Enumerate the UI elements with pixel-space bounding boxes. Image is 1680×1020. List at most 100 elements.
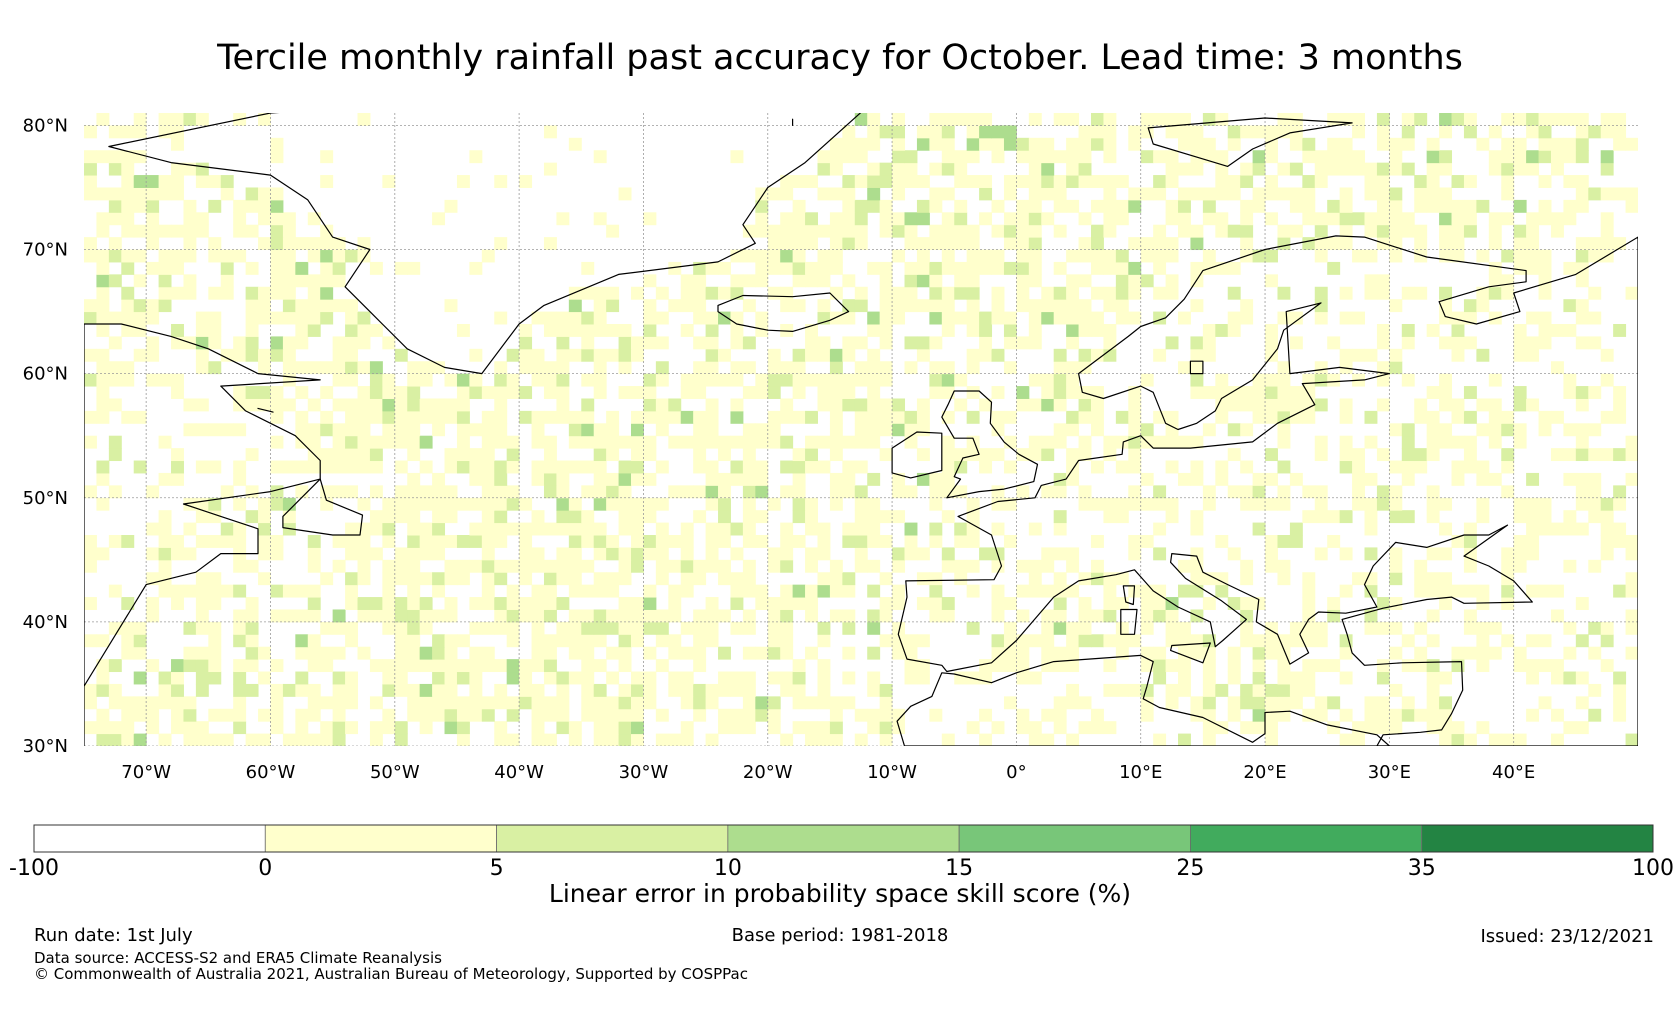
skill-cell <box>879 373 893 387</box>
skill-cell <box>1575 274 1589 288</box>
skill-cell <box>1376 224 1390 238</box>
skill-cell <box>1588 336 1602 350</box>
skill-cell <box>792 721 806 735</box>
skill-cell <box>382 572 396 586</box>
skill-cell <box>133 324 147 337</box>
skill-cell <box>1078 398 1092 412</box>
skill-cell <box>1153 348 1167 362</box>
skill-cell <box>1202 659 1216 673</box>
skill-cell <box>581 348 595 362</box>
skill-cell <box>1041 559 1055 573</box>
skill-cell <box>1451 237 1465 251</box>
skill-cell <box>1501 286 1515 300</box>
skill-cell <box>966 448 980 462</box>
skill-cell <box>382 659 396 673</box>
skill-cell <box>220 485 234 499</box>
skill-cell <box>494 237 508 251</box>
skill-cell <box>643 646 657 660</box>
skill-cell <box>1613 187 1627 201</box>
skill-cell <box>1090 708 1104 722</box>
skill-cell <box>543 584 557 598</box>
skill-cell <box>1128 410 1142 424</box>
skill-cell <box>195 423 209 437</box>
skill-cell <box>1240 621 1254 635</box>
skill-cell <box>593 733 607 746</box>
skill-cell <box>1439 224 1453 238</box>
skill-cell <box>1476 497 1490 511</box>
skill-cell <box>1215 175 1229 188</box>
skill-cell <box>718 572 731 586</box>
skill-cell <box>593 522 607 536</box>
skill-cell <box>432 708 446 722</box>
skill-cell <box>1028 199 1042 213</box>
skill-cell <box>805 733 818 746</box>
skill-cell <box>941 733 955 746</box>
skill-cell <box>1389 299 1403 313</box>
skill-cell <box>494 398 508 412</box>
skill-cell <box>979 311 993 325</box>
skill-cell <box>867 261 881 275</box>
skill-cell <box>854 237 868 251</box>
skill-cell <box>705 485 719 499</box>
skill-cell <box>1016 671 1030 685</box>
skill-cell <box>233 634 247 648</box>
skill-cell <box>730 597 744 610</box>
skill-cell <box>506 708 520 722</box>
skill-cell <box>432 609 446 623</box>
skill-cell <box>270 485 284 499</box>
skill-cell <box>1252 646 1266 660</box>
skill-cell <box>1575 299 1589 313</box>
skill-cell <box>979 137 993 151</box>
skill-cell <box>705 423 719 437</box>
skill-cell <box>929 572 943 586</box>
skill-cell <box>668 597 682 610</box>
skill-cell <box>780 410 794 424</box>
skill-cell <box>742 609 756 623</box>
skill-cell <box>258 237 271 251</box>
skill-cell <box>718 311 731 325</box>
skill-cell <box>419 535 433 548</box>
skill-cell <box>1066 113 1080 126</box>
skill-cell <box>742 336 756 350</box>
skill-cell <box>705 522 719 536</box>
skill-cell <box>158 683 172 697</box>
skill-cell <box>158 261 172 275</box>
colorbar-segment <box>33 824 266 853</box>
skill-cell <box>233 683 247 697</box>
skill-cell <box>1115 212 1129 226</box>
skill-cell <box>593 535 607 548</box>
skill-cell <box>1613 410 1627 424</box>
skill-cell <box>195 597 209 610</box>
skill-cell <box>345 348 359 362</box>
skill-cell <box>183 646 197 660</box>
skill-cell <box>916 125 930 139</box>
skill-cell <box>220 535 234 548</box>
skill-cell <box>394 659 408 673</box>
skill-cell <box>307 683 321 697</box>
skill-cell <box>1451 721 1465 735</box>
skill-cell <box>1103 497 1117 511</box>
skill-cell <box>1103 634 1117 648</box>
skill-cell <box>1128 547 1142 561</box>
skill-cell <box>1476 659 1490 673</box>
skill-cell <box>1252 472 1266 486</box>
skill-cell <box>792 261 806 275</box>
skill-cell <box>854 224 868 238</box>
skill-cell <box>1526 348 1540 362</box>
skill-cell <box>1364 497 1378 511</box>
skill-cell <box>792 348 806 362</box>
skill-cell <box>1103 125 1117 139</box>
skill-cell <box>941 237 955 251</box>
skill-cell <box>96 311 110 325</box>
skill-cell <box>394 398 408 412</box>
skill-cell <box>1538 522 1552 536</box>
skill-cell <box>543 708 557 722</box>
skill-cell <box>941 286 955 300</box>
skill-cell <box>991 659 1005 673</box>
skill-cell <box>158 274 172 288</box>
skill-cell <box>1314 373 1328 387</box>
skill-cell <box>904 522 918 536</box>
skill-cell <box>1364 348 1378 362</box>
skill-cell <box>233 224 247 238</box>
skill-cell <box>991 597 1005 610</box>
